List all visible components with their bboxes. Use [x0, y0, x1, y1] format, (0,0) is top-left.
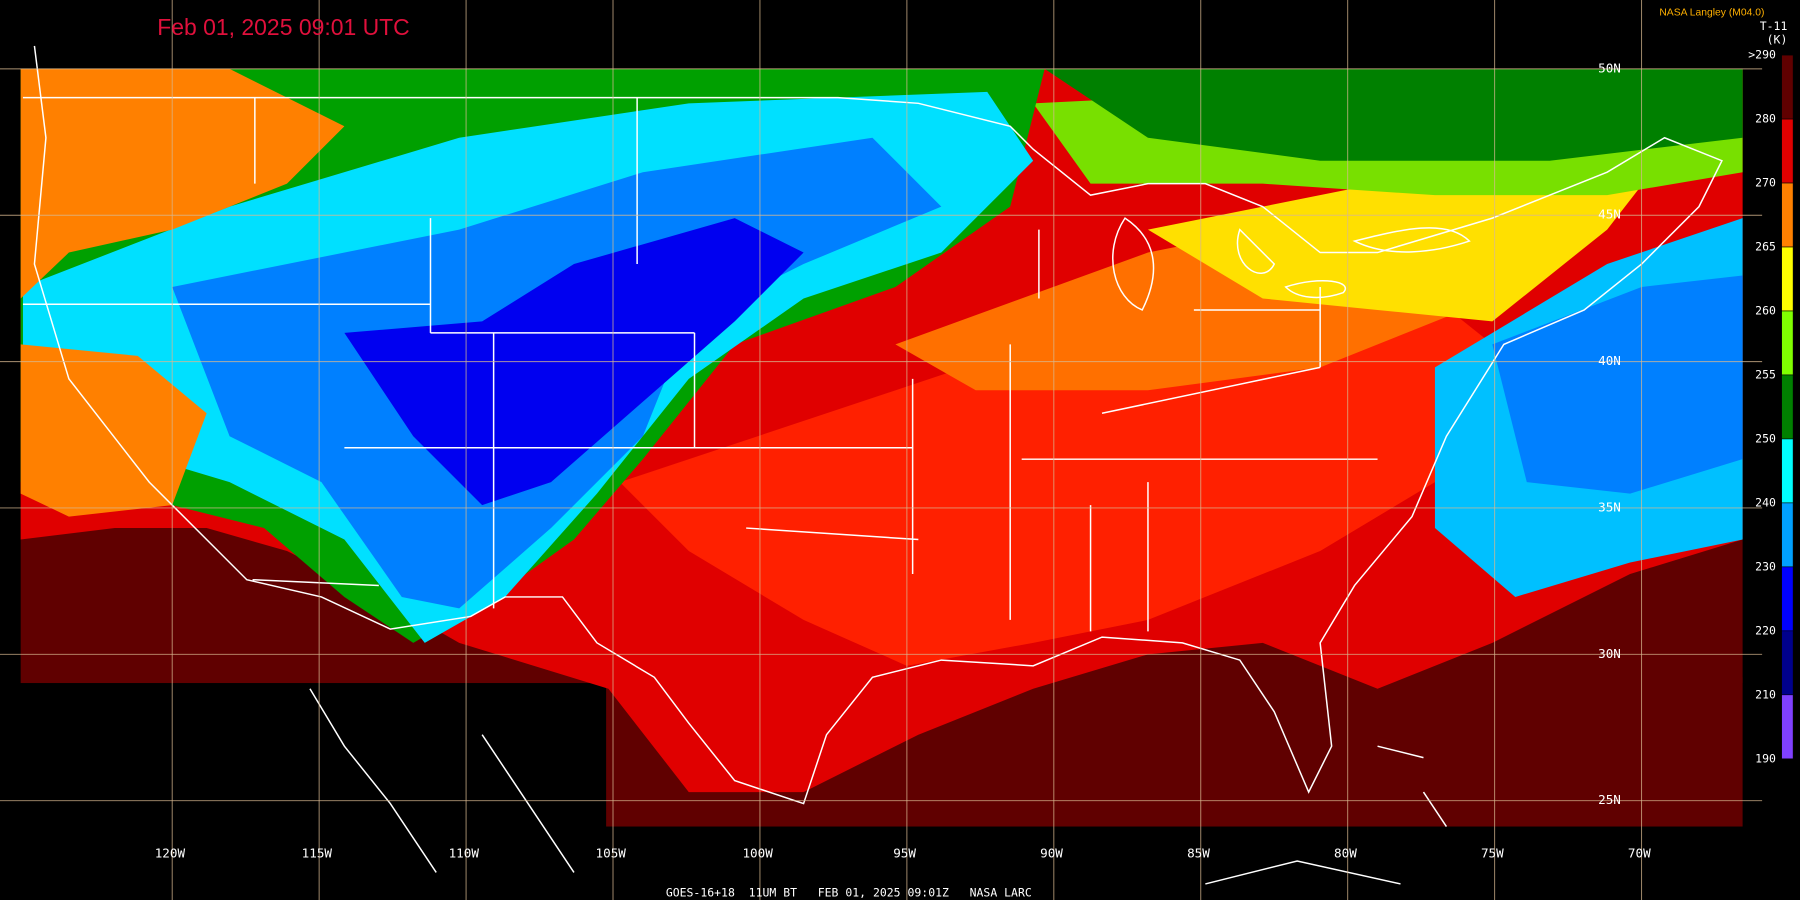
colorbar-segment: [1781, 502, 1794, 568]
source-label: NASA Langley (M04.0): [1659, 7, 1764, 18]
longitude-label: 75W: [1481, 846, 1504, 861]
longitude-label: 110W: [449, 846, 480, 861]
longitude-label: 115W: [302, 846, 333, 861]
colorbar-label: 240: [1755, 495, 1776, 509]
lat-lon-grid: 50N 45N 40N 35N 30N 25N 120W 115W 110W 105W 100W 95…: [0, 0, 1763, 900]
colorbar-label: 265: [1755, 240, 1776, 254]
colorbar-segment: [1781, 310, 1794, 376]
colorbar-label: 220: [1755, 623, 1776, 637]
colorbar-label: 270: [1755, 176, 1776, 190]
colorbar-segment: [1781, 246, 1794, 312]
colorbar-segment: [1781, 566, 1794, 632]
longitude-label: 70W: [1628, 846, 1651, 861]
colorbar-segment: [1781, 630, 1794, 696]
latitude-label: 45N: [1598, 207, 1621, 222]
longitude-label: 90W: [1040, 846, 1063, 861]
latitude-label: 35N: [1598, 499, 1621, 514]
timestamp: Feb 01, 2025 09:01 UTC: [157, 14, 409, 40]
unit-label: (K): [1767, 33, 1788, 47]
colorbar-label: 255: [1755, 367, 1776, 381]
colorbar-segment: [1781, 374, 1794, 440]
colorbar-label: 190: [1755, 751, 1776, 765]
colorbar-label: 250: [1755, 431, 1776, 445]
latitude-label: 30N: [1598, 646, 1621, 661]
longitude-label: 95W: [893, 846, 916, 861]
latitude-label: 25N: [1598, 792, 1621, 807]
longitude-label: 120W: [155, 846, 186, 861]
borders: [22, 45, 1723, 885]
colorbar-segment: [1781, 54, 1794, 120]
colorbar-label: 210: [1755, 687, 1776, 701]
longitude-label: 105W: [596, 846, 627, 861]
colorbar-segment: [1781, 694, 1794, 760]
colorbar-label: 260: [1755, 303, 1776, 317]
longitude-label: 80W: [1334, 846, 1357, 861]
colorbar: >290 280 270 265 260 255 250 240 230 220 210 190: [1748, 48, 1794, 765]
footer: GOES-16+18 11UM BT FEB 01, 2025 09:01Z N…: [666, 886, 1032, 900]
product-label: T-11: [1760, 19, 1788, 33]
colorbar-label: 280: [1755, 112, 1776, 126]
colorbar-segment: [1781, 182, 1794, 248]
longitude-label: 85W: [1187, 846, 1210, 861]
longitude-label: 100W: [742, 846, 773, 861]
colorbar-label: >290: [1748, 48, 1776, 62]
imagery: [20, 68, 1743, 827]
latitude-label: 50N: [1598, 60, 1621, 75]
colorbar-segment: [1781, 438, 1794, 504]
colorbar-segment: [1781, 118, 1794, 184]
latitude-label: 40N: [1598, 353, 1621, 368]
colorbar-label: 230: [1755, 559, 1776, 573]
